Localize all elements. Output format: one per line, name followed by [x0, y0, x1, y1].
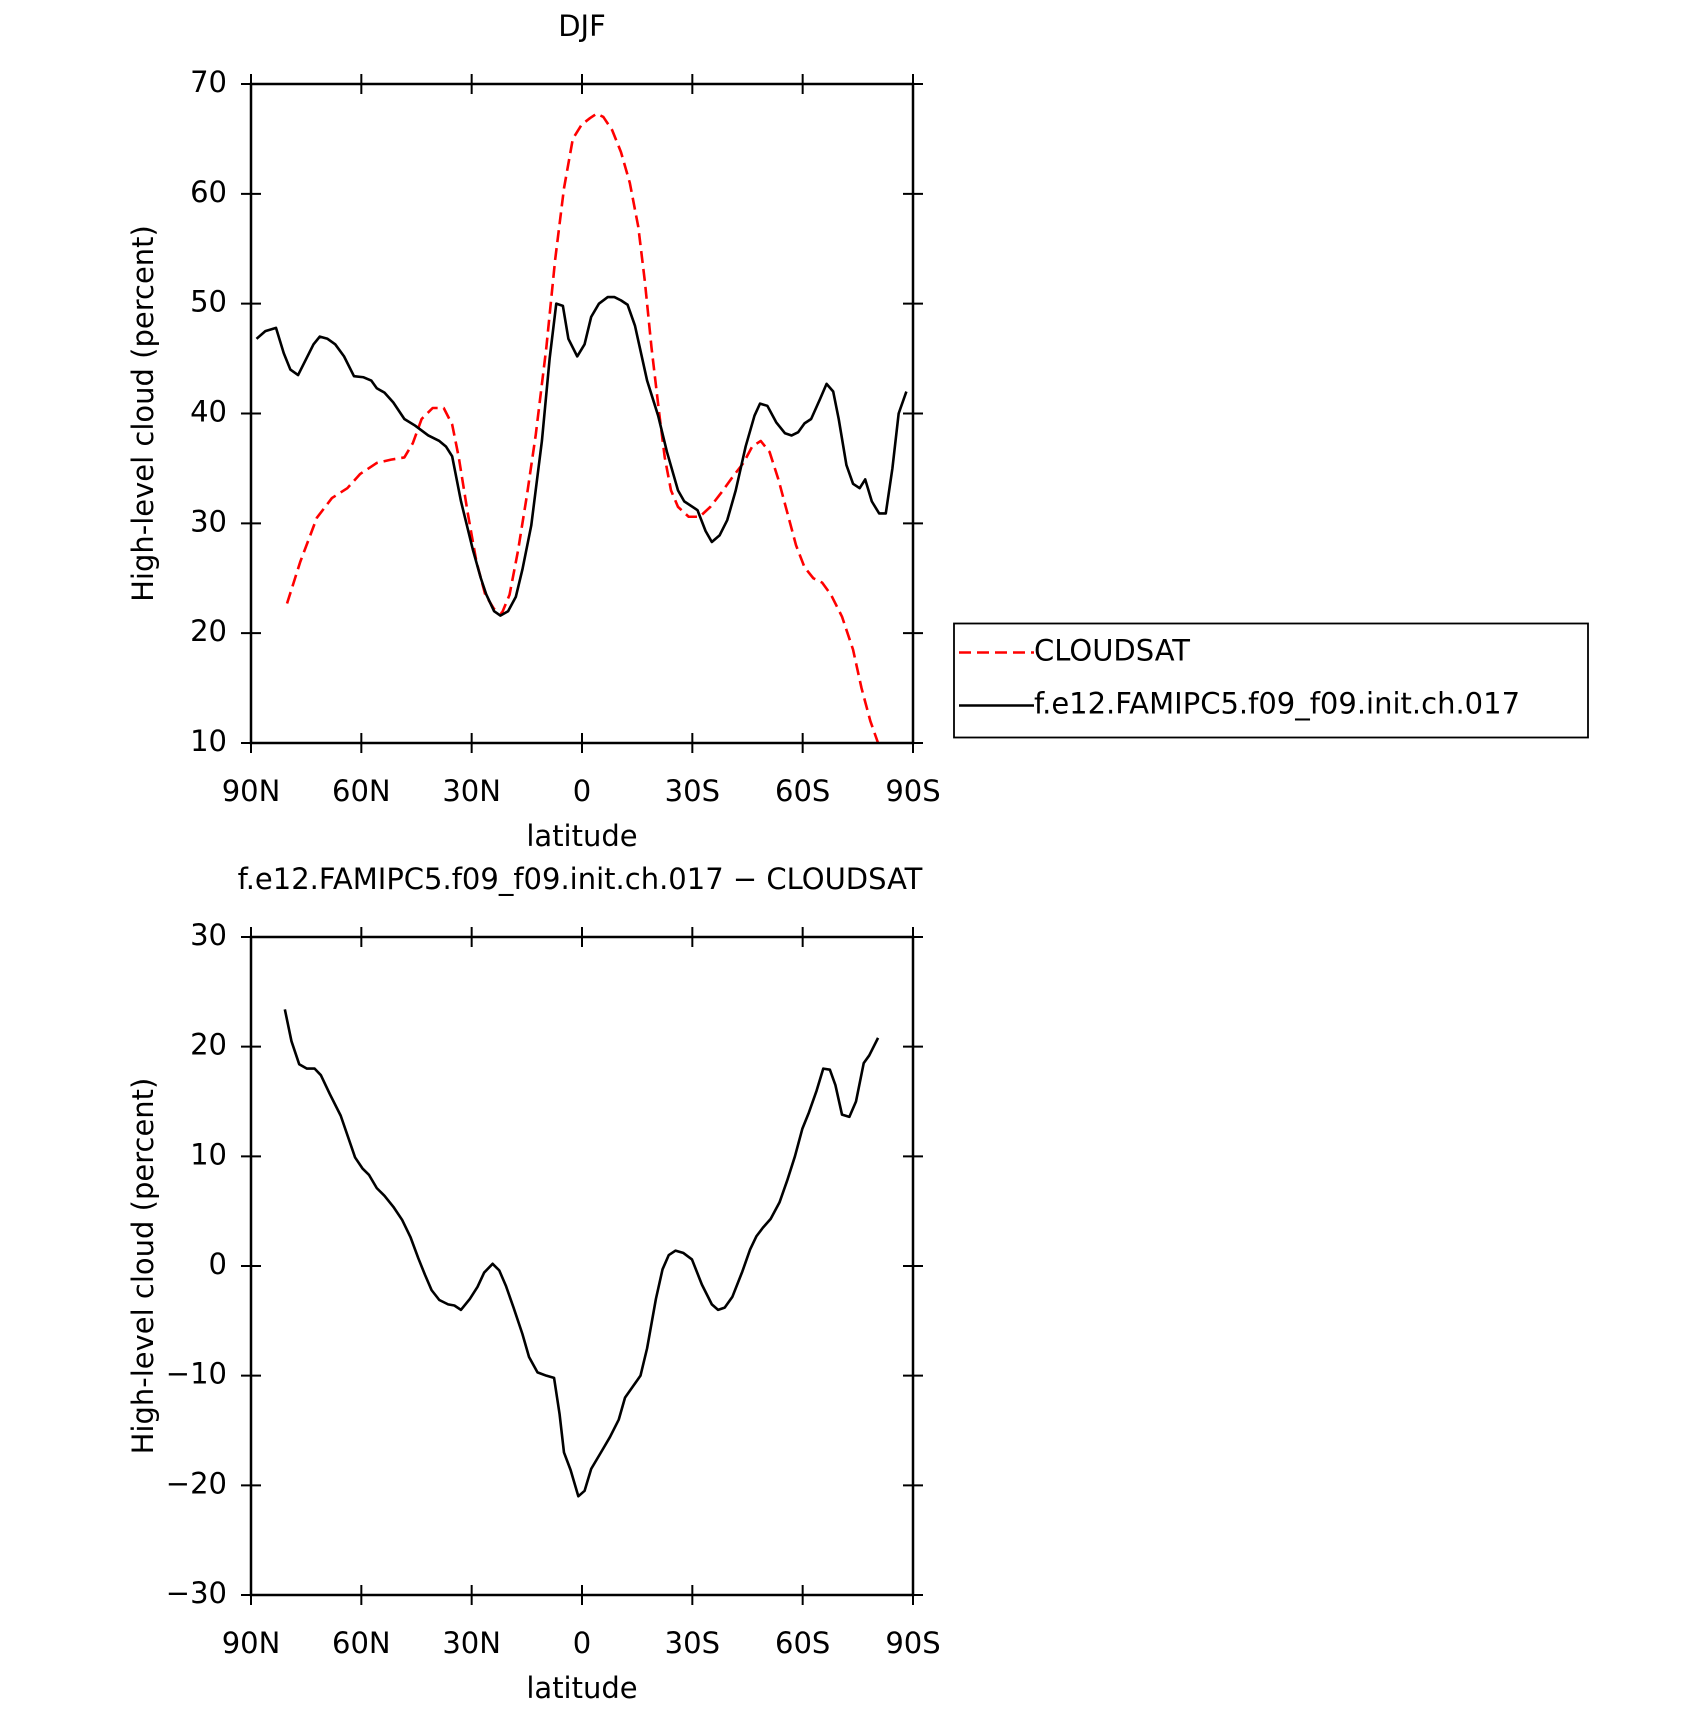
x-tick-label: 60N: [332, 1626, 391, 1660]
x-tick-label: 60S: [775, 1626, 830, 1660]
chart-title: f.e12.FAMIPC5.f09_f09.init.ch.017 − CLOU…: [238, 862, 923, 896]
data-line: [285, 112, 880, 744]
x-tick-label: 60S: [775, 774, 830, 808]
y-tick-label: −10: [166, 1357, 227, 1391]
y-axis-label: High-level cloud (percent): [126, 225, 160, 602]
x-tick-label: 90S: [885, 1626, 940, 1660]
x-tick-label: 30N: [442, 1626, 501, 1660]
y-tick-label: 10: [190, 1137, 227, 1171]
x-tick-label: 30S: [665, 1626, 720, 1660]
legend-box: [953, 622, 1589, 739]
legend-label: CLOUDSAT: [1034, 634, 1190, 668]
x-tick-label: 90N: [222, 1626, 281, 1660]
chart-title: DJF: [558, 9, 606, 43]
data-line: [283, 1009, 880, 1498]
x-tick-label: 0: [573, 774, 591, 808]
x-tick-label: 30S: [665, 774, 720, 808]
x-tick-label: 0: [573, 1626, 591, 1660]
x-tick-label: 90N: [222, 774, 281, 808]
y-axis-label: High-level cloud (percent): [126, 1078, 160, 1455]
data-line: [255, 295, 908, 617]
y-tick-label: −20: [166, 1466, 227, 1500]
x-tick-label: 90S: [885, 774, 940, 808]
x-axis-label: latitude: [526, 819, 637, 853]
y-tick-label: 60: [190, 175, 227, 209]
y-tick-label: 0: [209, 1247, 227, 1281]
plot-frame: [249, 82, 915, 745]
x-axis-label: latitude: [526, 1671, 637, 1705]
y-tick-label: 30: [190, 918, 227, 952]
y-tick-label: 70: [190, 65, 227, 99]
y-tick-label: 50: [190, 285, 227, 319]
y-tick-label: 40: [190, 395, 227, 429]
x-tick-label: 30N: [442, 774, 501, 808]
legend-label: f.e12.FAMIPC5.f09_f09.init.ch.017: [1034, 687, 1520, 721]
y-tick-label: 20: [190, 614, 227, 648]
x-tick-label: 60N: [332, 774, 391, 808]
y-tick-label: 30: [190, 504, 227, 538]
y-tick-label: 20: [190, 1028, 227, 1062]
y-tick-label: 10: [190, 724, 227, 758]
plot-frame: [249, 935, 915, 1597]
y-tick-label: −30: [166, 1576, 227, 1610]
